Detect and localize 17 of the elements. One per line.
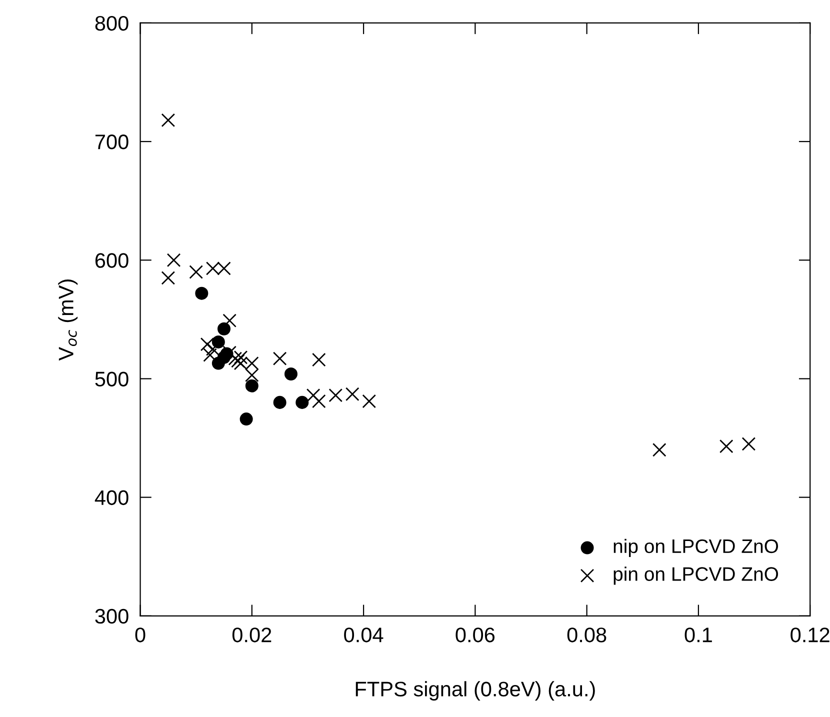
y-tick-label: 500 [95, 372, 128, 386]
y-tick-label: 300 [95, 608, 128, 624]
x-tick-label: 0.12 [790, 628, 830, 642]
legend-label: pin on LPCVD ZnO [614, 566, 778, 585]
y-tick-label: 600 [95, 253, 128, 268]
x-tick-label: 0.02 [232, 628, 272, 642]
x-tick-label: 0.1 [684, 628, 712, 642]
x-tick-label: 0 [135, 628, 146, 642]
x-tick-label: 0.08 [567, 628, 606, 642]
x-axis-title: FTPS signal (0.8eV) (a.u.) [356, 681, 595, 701]
y-axis-title: V$_{oc}$ (mV) [58, 280, 78, 361]
x-tick-label: 0.04 [344, 628, 384, 642]
y-tick-label: 400 [94, 490, 128, 506]
y-tick-label: 700 [95, 134, 128, 150]
x-tick-label: 0.06 [456, 628, 495, 642]
y-tick-label: 800 [95, 16, 128, 31]
legend-label: nip on LPCVD ZnO [614, 538, 778, 557]
